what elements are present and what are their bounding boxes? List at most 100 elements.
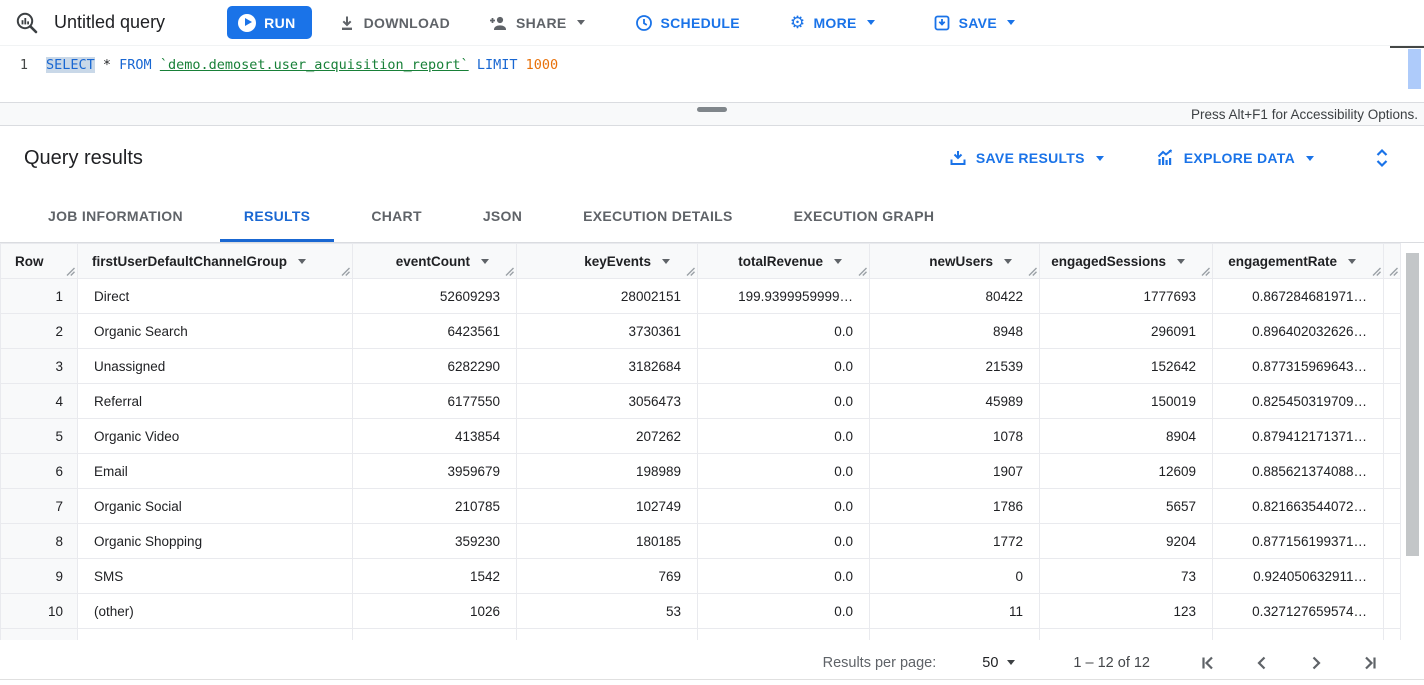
table-cell: 8948 <box>869 313 1040 349</box>
table-cell: 3182684 <box>516 348 698 384</box>
table-cell: 8904 <box>1039 418 1213 454</box>
row-number-cell: 2 <box>0 313 78 349</box>
table-cell: 1777693 <box>1039 278 1213 314</box>
table-cell: Organic Search <box>77 313 353 349</box>
table-cell: 0 <box>869 628 1040 640</box>
column-menu-caret-icon[interactable] <box>834 258 842 264</box>
column-header-firstUserDefaultChannelGroup[interactable]: firstUserDefaultChannelGroup <box>77 243 353 279</box>
schedule-button[interactable]: SCHEDULE <box>623 5 752 41</box>
column-header-engagementRate[interactable]: engagementRate <box>1212 243 1384 279</box>
chevron-right-icon <box>1312 656 1321 669</box>
explore-data-button[interactable]: EXPLORE DATA <box>1156 149 1314 167</box>
table-cell: 413854 <box>352 418 517 454</box>
results-header: Query results SAVE RESULTS EXPLORE DATA <box>0 126 1424 190</box>
table-cell: 80422 <box>869 278 1040 314</box>
next-page-button[interactable] <box>1306 653 1326 673</box>
table-cell: Organic Shopping <box>77 523 353 559</box>
column-resize-grip-icon[interactable] <box>341 267 350 276</box>
table-cell: 53 <box>516 593 698 629</box>
table-cell: 102749 <box>516 488 698 524</box>
table-scrollbar-thumb[interactable] <box>1406 253 1419 556</box>
table-cell: 0.0 <box>697 383 870 419</box>
play-icon <box>238 13 257 32</box>
column-resize-grip-icon[interactable] <box>686 267 695 276</box>
previous-page-button[interactable] <box>1252 653 1272 673</box>
sql-table-reference[interactable]: `demo.demoset.user_acquisition_report` <box>159 57 469 73</box>
tab-results[interactable]: RESULTS <box>219 190 335 242</box>
column-label: eventCount <box>395 253 470 269</box>
results-table: Row firstUserDefaultChannelGroup eventCoun… <box>0 243 1401 640</box>
table-cell: Paid Social <box>77 628 353 640</box>
save-button[interactable]: SAVE <box>921 5 1027 41</box>
table-cell: 3959679 <box>352 453 517 489</box>
save-results-button[interactable]: SAVE RESULTS <box>949 149 1104 167</box>
page-size-select[interactable]: 50 <box>982 654 1016 671</box>
table-cell: 180185 <box>516 523 698 559</box>
clock-icon <box>635 14 652 31</box>
results-per-page-label: Results per page: <box>822 654 937 671</box>
table-header-row: Row firstUserDefaultChannelGroup eventCoun… <box>0 243 1401 279</box>
column-menu-caret-icon[interactable] <box>662 258 670 264</box>
column-header-eventCount[interactable]: eventCount <box>352 243 517 279</box>
table-cell: SMS <box>77 558 353 594</box>
pagination-bar: Results per page: 50 1 – 12 of 12 <box>0 640 1424 685</box>
table-cell: 0.867284681971… <box>1212 278 1384 314</box>
share-button[interactable]: SHARE <box>476 5 597 41</box>
stub-cell <box>1383 313 1401 349</box>
table-row: 9 SMS 1542 769 0.0 0 73 0.924050632911… <box>0 558 1401 594</box>
column-label: engagedSessions <box>1051 253 1166 269</box>
tab-execution-details[interactable]: EXECUTION DETAILS <box>583 208 733 224</box>
tab-job-information[interactable]: JOB INFORMATION <box>48 208 183 224</box>
column-menu-caret-icon[interactable] <box>1177 258 1185 264</box>
column-resize-grip-icon[interactable] <box>66 267 75 276</box>
more-button[interactable]: ⚙ MORE <box>778 5 887 41</box>
table-cell: Referral <box>77 383 353 419</box>
column-header-engagedSessions[interactable]: engagedSessions <box>1039 243 1213 279</box>
stub-cell <box>1383 453 1401 489</box>
editor-top-edge <box>1390 46 1424 48</box>
column-header-totalRevenue[interactable]: totalRevenue <box>697 243 870 279</box>
table-cell: 1078 <box>869 418 1040 454</box>
column-resize-grip-icon[interactable] <box>858 267 867 276</box>
column-menu-caret-icon[interactable] <box>298 258 307 264</box>
column-menu-caret-icon[interactable] <box>1348 258 1356 264</box>
table-cell: 296091 <box>1039 313 1213 349</box>
tab-chart[interactable]: CHART <box>371 208 422 224</box>
table-cell: 199.9399959999… <box>697 278 870 314</box>
first-page-button[interactable] <box>1198 653 1218 673</box>
column-resize-grip-icon[interactable] <box>1201 267 1210 276</box>
sql-line: 1 SELECT * FROM `demo.demoset.user_acqui… <box>0 46 1424 75</box>
sql-from-keyword: FROM <box>119 57 152 73</box>
tab-execution-graph[interactable]: EXECUTION GRAPH <box>793 208 935 224</box>
table-cell: 0 <box>869 558 1040 594</box>
table-cell: 28002151 <box>516 278 698 314</box>
editor-scrollbar-thumb[interactable] <box>1408 49 1421 89</box>
splitter-drag-handle[interactable] <box>697 107 727 112</box>
tab-json[interactable]: JSON <box>482 208 523 224</box>
table-cell: 769 <box>516 558 698 594</box>
column-menu-caret-icon[interactable] <box>1004 258 1012 264</box>
column-header-keyEvents[interactable]: keyEvents <box>516 243 698 279</box>
table-cell: 0.0 <box>697 558 870 594</box>
download-label: DOWNLOAD <box>363 14 450 31</box>
sql-select-keyword: SELECT <box>46 57 95 73</box>
column-menu-caret-icon[interactable] <box>481 258 489 264</box>
column-resize-grip-icon[interactable] <box>1389 267 1398 276</box>
expand-results-button[interactable] <box>1370 144 1394 172</box>
sql-editor[interactable]: 1 SELECT * FROM `demo.demoset.user_acqui… <box>0 46 1424 102</box>
chevron-down-icon <box>1006 20 1015 25</box>
table-cell: 6423561 <box>352 313 517 349</box>
last-page-button[interactable] <box>1360 653 1380 673</box>
column-header-newUsers[interactable]: newUsers <box>869 243 1040 279</box>
table-cell: 45989 <box>869 383 1040 419</box>
run-button[interactable]: RUN <box>227 6 312 39</box>
column-resize-grip-icon[interactable] <box>1372 267 1381 276</box>
row-number-cell: 3 <box>0 348 78 384</box>
sql-limit-value: 1000 <box>525 57 559 73</box>
column-resize-grip-icon[interactable] <box>505 267 514 276</box>
table-cell: 0.825450319709… <box>1212 383 1384 419</box>
download-button[interactable]: DOWNLOAD <box>326 5 462 41</box>
column-resize-grip-icon[interactable] <box>1028 267 1037 276</box>
page-size-value: 50 <box>982 654 999 671</box>
table-cell: 12609 <box>1039 453 1213 489</box>
